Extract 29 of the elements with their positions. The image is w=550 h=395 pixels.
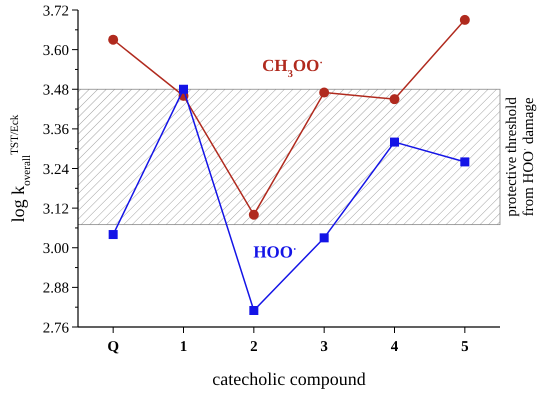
y-tick-label: 3.24 xyxy=(42,162,70,178)
x-tick-label: 3 xyxy=(320,339,328,355)
point xyxy=(248,210,259,220)
point xyxy=(319,88,330,98)
y-tick-label: 3.72 xyxy=(42,3,69,20)
y-tick-label: 3.12 xyxy=(42,201,69,218)
point xyxy=(390,94,400,104)
point xyxy=(108,34,118,45)
point xyxy=(460,14,470,25)
y-tick-label: 3.00 xyxy=(42,241,69,257)
y-tick-label: 3.48 xyxy=(42,82,69,98)
x-tick-label: 2 xyxy=(250,339,258,355)
point xyxy=(179,84,188,94)
y-tick-label: 2.88 xyxy=(42,280,69,297)
x-tick-label: 5 xyxy=(461,339,469,355)
point xyxy=(460,157,470,166)
y-tick-label: 3.60 xyxy=(42,42,69,59)
series-label: CH$_{3}$OO$^{·}$ xyxy=(262,56,323,80)
point xyxy=(108,230,118,240)
y-tick-label: 3.36 xyxy=(42,122,70,138)
y-tick-label: 2.76 xyxy=(42,320,70,336)
point xyxy=(390,138,399,147)
point xyxy=(320,233,329,242)
point xyxy=(249,306,258,315)
x-tick-label: 1 xyxy=(180,339,188,355)
x-axis-title: catecholic compound xyxy=(212,369,366,389)
x-tick-label: 4 xyxy=(390,339,399,355)
series-label: HOO$^{·}$ xyxy=(253,242,297,262)
x-tick-label: Q xyxy=(107,339,120,355)
